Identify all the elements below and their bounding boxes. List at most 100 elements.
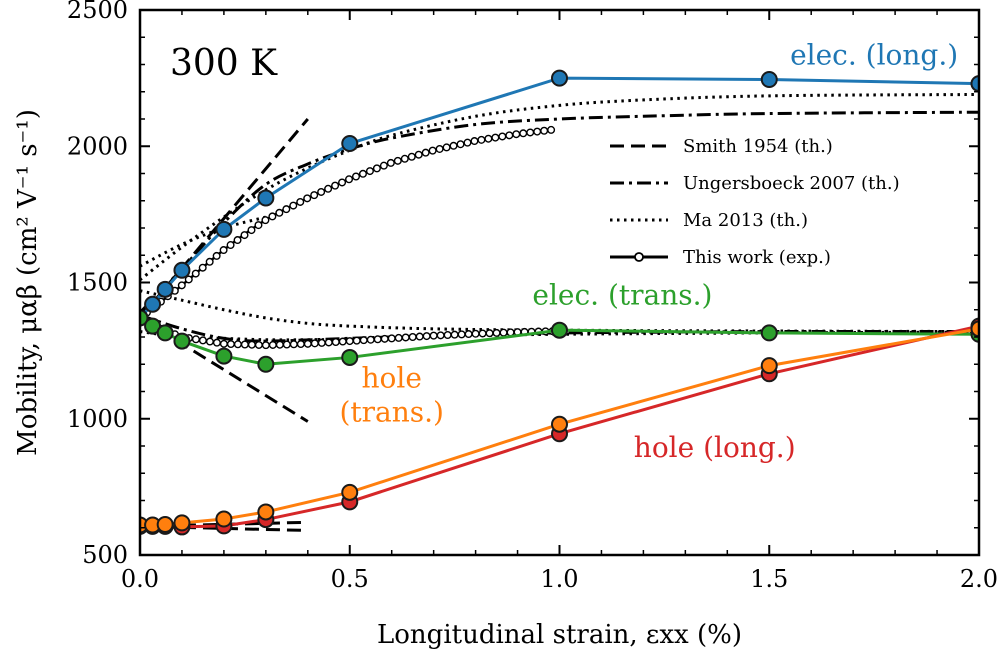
axes-layer: 0.0 0.5 1.0 1.5 2.0 500 1000 1500 2000 2500 <box>67 0 998 593</box>
data-point <box>505 131 514 140</box>
x-axis-label: Longitudinal strain, εxx (%) <box>377 620 742 650</box>
data-point <box>324 184 333 193</box>
data-point <box>296 197 305 206</box>
series-layer <box>140 69 979 536</box>
data-point <box>526 128 535 137</box>
data-point <box>268 212 277 221</box>
data-point <box>512 130 521 139</box>
legend-entry-this-work-exp: This work (exp.) <box>610 247 831 268</box>
data-point <box>226 241 235 250</box>
data-point <box>247 226 256 235</box>
data-point <box>443 331 452 340</box>
data-point <box>261 216 270 225</box>
y-tick-label: 2000 <box>67 132 128 160</box>
data-point <box>198 336 207 345</box>
x-tick-label: 1.0 <box>540 565 578 593</box>
data-point <box>331 337 340 346</box>
data-point <box>464 330 473 339</box>
series-ma-2013-elec-lower <box>140 215 267 268</box>
data-point <box>233 236 242 245</box>
legend-label: This work (exp.) <box>683 247 831 268</box>
data-point <box>498 132 507 141</box>
legend-label: Smith 1954 (th.) <box>683 136 833 157</box>
annotation-elec-trans: elec. (trans.) <box>532 278 712 311</box>
data-point <box>156 324 174 342</box>
data-point <box>257 189 275 207</box>
data-point <box>310 191 319 200</box>
data-point <box>233 340 242 349</box>
data-point <box>760 70 778 88</box>
data-point <box>247 340 256 349</box>
legend: Smith 1954 (th.) Ungersboeck 2007 (th.) Ma… <box>610 136 900 268</box>
data-point <box>257 503 275 521</box>
data-point <box>317 338 326 347</box>
legend-entry-smith-1954-th: Smith 1954 (th.) <box>610 136 833 157</box>
data-point <box>415 332 424 341</box>
data-point <box>970 320 979 338</box>
data-point <box>499 328 508 337</box>
data-point <box>428 146 437 155</box>
data-point <box>450 330 459 339</box>
data-point <box>156 280 174 298</box>
data-point <box>345 175 354 184</box>
data-point <box>282 205 291 214</box>
data-point <box>219 246 228 255</box>
data-point <box>345 337 354 346</box>
series-line <box>140 128 552 319</box>
temperature-label: 300 K <box>170 43 278 84</box>
data-point <box>506 328 515 337</box>
data-point <box>144 317 162 335</box>
data-point <box>331 181 340 190</box>
data-point <box>533 127 542 136</box>
data-point <box>540 126 549 135</box>
data-point <box>449 141 458 150</box>
data-point <box>191 269 200 278</box>
data-point <box>261 341 270 350</box>
data-point <box>254 221 263 230</box>
data-point <box>156 515 174 533</box>
data-point <box>341 483 359 501</box>
data-point <box>421 148 430 157</box>
series-line <box>140 110 979 314</box>
series-line <box>140 92 979 281</box>
data-point <box>177 281 186 290</box>
data-point <box>492 328 501 337</box>
data-point <box>215 510 233 528</box>
series-hole-trans <box>140 320 979 534</box>
data-point <box>296 340 305 349</box>
y-axis-label: Mobility, μαβ (cm² V⁻¹ s⁻¹) <box>13 109 43 456</box>
data-point <box>338 178 347 187</box>
labels-layer: Longitudinal strain, εxx (%) Mobility, μα… <box>13 39 958 651</box>
data-point <box>551 321 568 339</box>
data-point <box>442 143 451 152</box>
data-point <box>519 129 528 138</box>
x-tick-label: 2.0 <box>960 565 998 593</box>
data-point <box>303 194 312 203</box>
x-tick-label: 0.0 <box>121 565 159 593</box>
data-point <box>547 125 556 134</box>
data-point <box>484 134 493 143</box>
data-point <box>457 330 466 339</box>
annotation-trans: (trans.) <box>339 395 443 428</box>
data-point <box>429 331 438 340</box>
data-point <box>380 334 389 343</box>
data-point <box>275 208 284 217</box>
y-tick-label: 1500 <box>67 269 128 297</box>
series-ma-2013-elec-long <box>140 92 979 281</box>
data-point <box>324 338 333 347</box>
legend-entry-ungersboeck-2007-th: Ungersboeck 2007 (th.) <box>610 173 900 194</box>
data-point <box>407 152 416 161</box>
data-point <box>215 347 233 365</box>
data-point <box>338 337 347 346</box>
data-point <box>212 251 221 260</box>
series-elec-trans <box>140 309 979 373</box>
x-tick-label: 1.5 <box>750 565 788 593</box>
series-this-work-elec-trans <box>140 313 564 350</box>
data-point <box>359 336 368 345</box>
data-point <box>394 333 403 342</box>
data-point <box>373 335 382 344</box>
data-point <box>184 275 193 284</box>
legend-entry-ma-2013-th: Ma 2013 (th.) <box>610 210 808 231</box>
y-tick-label: 2500 <box>67 0 128 24</box>
